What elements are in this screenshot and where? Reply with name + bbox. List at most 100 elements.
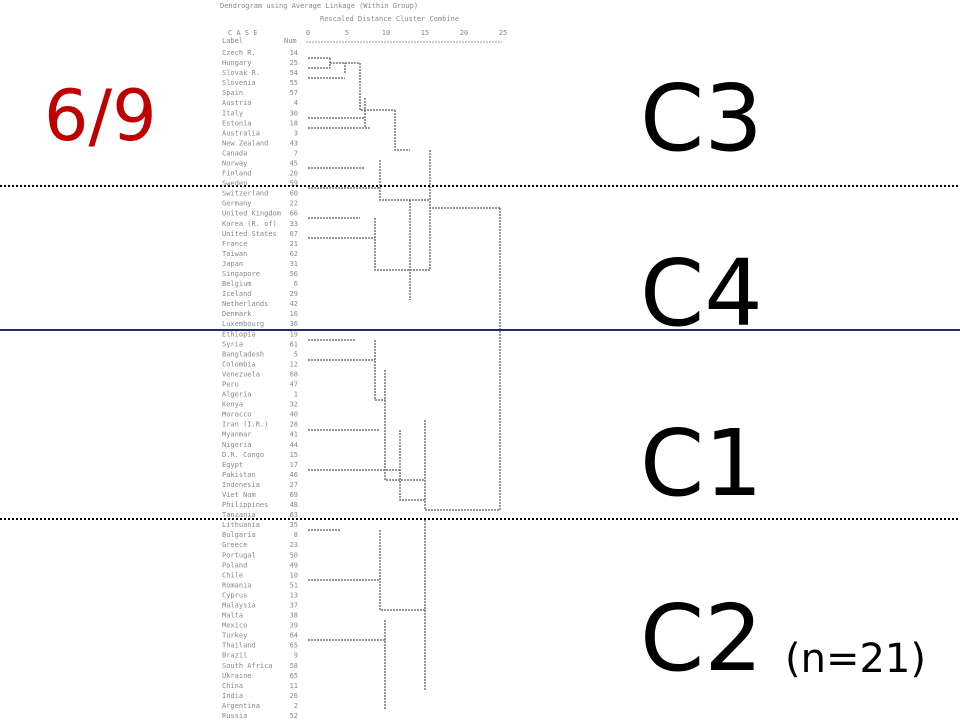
case-num: 8 bbox=[294, 531, 298, 539]
case-label: Tanzania bbox=[222, 511, 256, 519]
case-label: Algeria bbox=[222, 391, 252, 399]
case-label: Egypt bbox=[222, 461, 243, 469]
case-num: 48 bbox=[290, 501, 298, 509]
case-num: 57 bbox=[290, 89, 298, 97]
case-label: Colombia bbox=[222, 360, 256, 368]
case-label: Ukraine bbox=[222, 672, 252, 680]
case-label: Hungary bbox=[222, 59, 252, 67]
case-num: 52 bbox=[290, 712, 298, 720]
case-num: 58 bbox=[290, 662, 298, 670]
case-num: 51 bbox=[290, 581, 298, 589]
case-num: 19 bbox=[290, 330, 298, 338]
case-num: 41 bbox=[290, 431, 298, 439]
scale-label: 15 bbox=[421, 29, 429, 37]
case-num: 63 bbox=[290, 511, 298, 519]
case-label: Thailand bbox=[222, 642, 256, 650]
case-label: Bulgaria bbox=[222, 531, 256, 539]
case-num: 66 bbox=[290, 210, 298, 218]
case-num: 65 bbox=[290, 642, 298, 650]
case-label: Malta bbox=[222, 612, 243, 620]
case-num: 7 bbox=[294, 149, 298, 157]
cluster-label: C4 bbox=[640, 240, 763, 347]
cluster-label: C2 bbox=[640, 585, 763, 692]
case-label: France bbox=[222, 240, 247, 248]
case-label: Poland bbox=[222, 561, 247, 569]
case-label: Viet Nam bbox=[222, 491, 256, 499]
case-label: Taiwan bbox=[222, 250, 247, 258]
dendrogram-title: Dendrogram using Average Linkage (Within… bbox=[220, 2, 418, 10]
case-num: 28 bbox=[290, 421, 298, 429]
case-num: 18 bbox=[290, 119, 298, 127]
case-num: 5 bbox=[294, 350, 298, 358]
case-label: Italy bbox=[222, 109, 243, 117]
case-label: Turkey bbox=[222, 632, 247, 640]
case-num: 10 bbox=[290, 571, 298, 579]
case-label: Czech R. bbox=[222, 49, 256, 57]
case-num: 21 bbox=[290, 240, 298, 248]
case-label: Kenya bbox=[222, 401, 243, 409]
case-label: Morocco bbox=[222, 411, 252, 419]
case-label: Argentina bbox=[222, 702, 260, 710]
cluster-label: C3 bbox=[640, 65, 763, 172]
case-num: 43 bbox=[290, 139, 298, 147]
case-label: Estonia bbox=[222, 119, 252, 127]
case-num: 14 bbox=[290, 49, 298, 57]
case-header: C A S E bbox=[228, 29, 258, 37]
case-label: Denmark bbox=[222, 310, 252, 318]
case-num: 47 bbox=[290, 381, 298, 389]
case-label: Slovak R. bbox=[222, 69, 260, 77]
case-num: 9 bbox=[294, 652, 298, 660]
case-label: Sweden bbox=[222, 180, 247, 188]
case-label: Canada bbox=[222, 149, 247, 157]
case-label: Chile bbox=[222, 571, 243, 579]
case-num: 12 bbox=[290, 360, 298, 368]
case-num: 37 bbox=[290, 602, 298, 610]
case-num: 11 bbox=[290, 682, 298, 690]
case-label: Bangladesh bbox=[222, 350, 264, 358]
scale-label: 0 bbox=[306, 29, 310, 37]
case-num: 64 bbox=[290, 632, 298, 640]
case-label: Cyprus bbox=[222, 591, 247, 599]
case-label: Mexico bbox=[222, 622, 247, 630]
case-num: 42 bbox=[290, 300, 298, 308]
case-num: 62 bbox=[290, 250, 298, 258]
case-label: Nigeria bbox=[222, 441, 252, 449]
case-num: 17 bbox=[290, 461, 298, 469]
case-label: Pakistan bbox=[222, 471, 256, 479]
case-num: 40 bbox=[290, 411, 298, 419]
case-label: D.R. Congo bbox=[222, 451, 264, 459]
case-label: Switzerland bbox=[222, 190, 268, 198]
case-num: 59 bbox=[290, 180, 298, 188]
case-num: 27 bbox=[290, 481, 298, 489]
case-label: Malaysia bbox=[222, 602, 256, 610]
case-label: Austria bbox=[222, 99, 252, 107]
case-num: 55 bbox=[290, 79, 298, 87]
case-num: 65 bbox=[290, 672, 298, 680]
scale-label: 10 bbox=[382, 29, 390, 37]
case-num: 33 bbox=[290, 220, 298, 228]
case-label: Iran (I.R.) bbox=[222, 421, 268, 429]
dendrogram-subtitle: Rescaled Distance Cluster Combine bbox=[320, 15, 459, 23]
case-num: 1 bbox=[294, 391, 298, 399]
case-label: Peru bbox=[222, 381, 239, 389]
case-label: Myanmar bbox=[222, 431, 252, 439]
cluster-label: C1 bbox=[640, 410, 763, 517]
scale-label: 5 bbox=[345, 29, 349, 37]
case-num: 25 bbox=[290, 59, 298, 67]
case-label: Belgium bbox=[222, 280, 252, 288]
case-label: Venezuela bbox=[222, 370, 260, 378]
case-label: Russia bbox=[222, 712, 247, 720]
case-label: New Zealand bbox=[222, 139, 268, 147]
case-num: 56 bbox=[290, 270, 298, 278]
scale-label: 20 bbox=[460, 29, 468, 37]
case-num: 16 bbox=[290, 310, 298, 318]
case-label: Australia bbox=[222, 129, 260, 137]
case-label: Spain bbox=[222, 89, 243, 97]
case-num: 15 bbox=[290, 451, 298, 459]
case-label: Luxembourg bbox=[222, 320, 264, 328]
case-label: Indonesia bbox=[222, 481, 260, 489]
case-num: 49 bbox=[290, 561, 298, 569]
case-num: 26 bbox=[290, 692, 298, 700]
case-num: 31 bbox=[290, 260, 298, 268]
case-num: 67 bbox=[290, 230, 298, 238]
